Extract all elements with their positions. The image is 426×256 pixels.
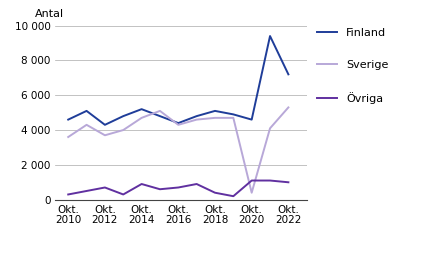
Legend: Finland, Sverige, Övriga: Finland, Sverige, Övriga [317,28,389,104]
Text: Antal: Antal [35,9,64,19]
